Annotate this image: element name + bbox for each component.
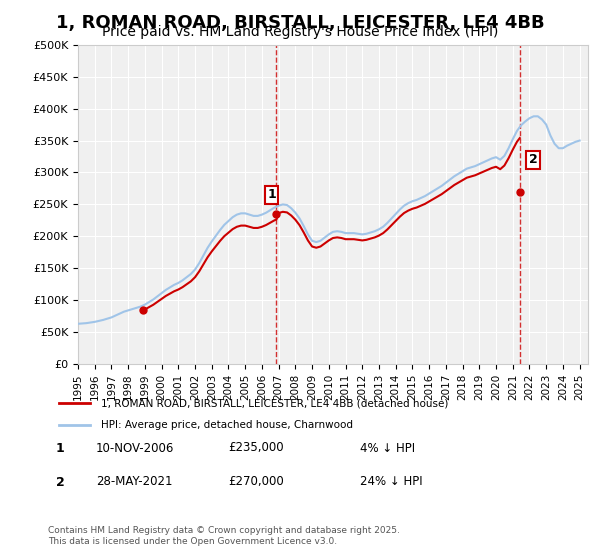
Text: 24% ↓ HPI: 24% ↓ HPI bbox=[360, 475, 422, 488]
Text: 1: 1 bbox=[56, 442, 64, 455]
Text: 1, ROMAN ROAD, BIRSTALL, LEICESTER, LE4 4BB: 1, ROMAN ROAD, BIRSTALL, LEICESTER, LE4 … bbox=[56, 14, 544, 32]
Text: 10-NOV-2006: 10-NOV-2006 bbox=[96, 441, 175, 455]
Text: £235,000: £235,000 bbox=[228, 441, 284, 455]
Text: 4% ↓ HPI: 4% ↓ HPI bbox=[360, 441, 415, 455]
Text: Contains HM Land Registry data © Crown copyright and database right 2025.
This d: Contains HM Land Registry data © Crown c… bbox=[48, 526, 400, 546]
Text: 1, ROMAN ROAD, BIRSTALL, LEICESTER, LE4 4BB (detached house): 1, ROMAN ROAD, BIRSTALL, LEICESTER, LE4 … bbox=[101, 398, 448, 408]
Text: HPI: Average price, detached house, Charnwood: HPI: Average price, detached house, Char… bbox=[101, 421, 353, 431]
Text: Price paid vs. HM Land Registry's House Price Index (HPI): Price paid vs. HM Land Registry's House … bbox=[102, 25, 498, 39]
Text: 2: 2 bbox=[56, 475, 64, 489]
Text: 28-MAY-2021: 28-MAY-2021 bbox=[96, 475, 173, 488]
Text: £270,000: £270,000 bbox=[228, 475, 284, 488]
Text: 2: 2 bbox=[529, 153, 538, 166]
Text: 1: 1 bbox=[267, 188, 276, 202]
